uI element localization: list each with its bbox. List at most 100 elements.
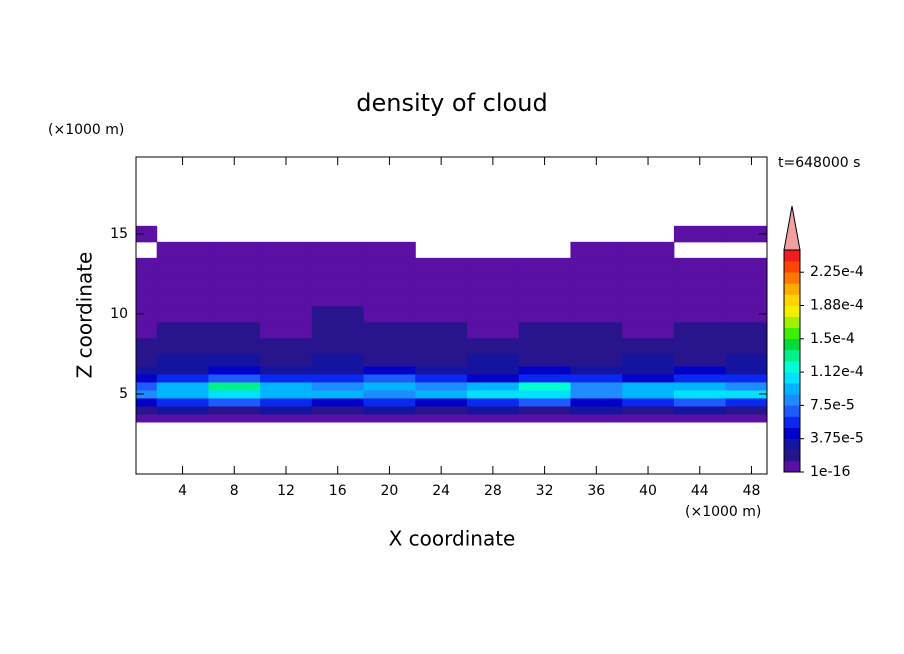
- contour-cell: [136, 405, 158, 415]
- contour-cell: [518, 365, 571, 375]
- contour-cell: [570, 321, 623, 339]
- contour-cell: [622, 381, 675, 391]
- contour-cell: [156, 397, 209, 407]
- contour-cell: [673, 273, 727, 291]
- contour-cell: [467, 389, 520, 399]
- contour-cell: [156, 241, 209, 259]
- contour-cell: [260, 365, 313, 375]
- contour-cell: [260, 337, 313, 355]
- x-tick-label: 40: [639, 483, 657, 499]
- contour-cell: [363, 273, 416, 291]
- contour-cell: [725, 353, 767, 367]
- colorbar-band: [784, 361, 800, 373]
- contour-cell: [622, 321, 675, 339]
- contour-cell: [260, 353, 313, 367]
- contour-cell: [208, 381, 261, 391]
- contour-cell: [208, 337, 261, 355]
- colorbar-band: [784, 416, 800, 428]
- x-unit: (×1000 m): [685, 504, 761, 520]
- contour-cell: [725, 225, 767, 243]
- contour-cell: [570, 413, 623, 423]
- contour-cell: [260, 241, 313, 259]
- contour-cell: [725, 273, 767, 291]
- colorbar-band: [784, 305, 800, 317]
- contour-cell: [208, 373, 261, 383]
- contour-cell: [570, 373, 623, 383]
- contour-cell: [570, 397, 623, 407]
- contour-cell: [136, 289, 158, 307]
- contour-cell: [311, 353, 365, 367]
- chart-title: density of cloud: [356, 89, 547, 117]
- contour-cell: [136, 373, 158, 383]
- contour-cell: [260, 413, 313, 423]
- contour-cell: [208, 413, 261, 423]
- x-tick-label: 16: [329, 483, 347, 499]
- contour-cell: [518, 257, 571, 275]
- contour-cell: [156, 405, 209, 415]
- contour-cell: [673, 305, 727, 323]
- contour-cell: [622, 373, 675, 383]
- contour-cell: [570, 389, 623, 399]
- contour-cell: [415, 353, 468, 367]
- contour-cell: [260, 305, 313, 323]
- colorbar-band: [784, 250, 800, 262]
- contour-cell: [156, 373, 209, 383]
- contour-cell: [415, 305, 468, 323]
- contour-cell: [156, 305, 209, 323]
- contour-cell: [518, 273, 571, 291]
- contour-cell: [311, 241, 365, 259]
- contour-cell: [156, 381, 209, 391]
- contour-cell: [518, 337, 571, 355]
- contour-cell: [363, 305, 416, 323]
- contour-cell: [467, 305, 520, 323]
- time-label: t=648000 s: [778, 155, 860, 171]
- contour-cell: [467, 405, 520, 415]
- contour-cell: [673, 289, 727, 307]
- contour-cell: [518, 353, 571, 367]
- y-tick-label: 15: [110, 226, 128, 242]
- contour-cell: [570, 365, 623, 375]
- contour-cell: [136, 257, 158, 275]
- colorbar-extend: [783, 205, 801, 251]
- contour-cell: [311, 413, 365, 423]
- contour-cell: [260, 257, 313, 275]
- contour-cell: [467, 365, 520, 375]
- colorbar-tick-label: 1.5e-4: [810, 331, 855, 347]
- colorbar-band: [784, 372, 800, 384]
- contour-cell: [518, 289, 571, 307]
- contour-cell: [622, 273, 675, 291]
- contour-cell: [467, 257, 520, 275]
- contour-cell: [260, 289, 313, 307]
- colorbar-tick-label: 1.88e-4: [810, 298, 864, 314]
- x-tick-label: 48: [743, 483, 761, 499]
- contour-cell: [673, 405, 727, 415]
- contour-cell: [415, 397, 468, 407]
- contour-cell: [518, 405, 571, 415]
- contour-cell: [363, 321, 416, 339]
- contour-cell: [208, 321, 261, 339]
- colorbar-tick-label: 7.5e-5: [810, 397, 855, 413]
- contour-cell: [156, 389, 209, 399]
- contour-cell: [467, 337, 520, 355]
- contour-cell: [415, 405, 468, 415]
- contour-cell: [260, 321, 313, 339]
- contour-cell: [363, 413, 416, 423]
- contour-cell: [208, 405, 261, 415]
- colorbar-tick-label: 3.75e-5: [810, 431, 864, 447]
- contour-cell: [518, 381, 571, 391]
- contour-cell: [570, 337, 623, 355]
- contour-cell: [363, 389, 416, 399]
- y-tick-label: 5: [119, 386, 128, 402]
- contour-cell: [156, 365, 209, 375]
- y-axis-title: Z coordinate: [73, 252, 97, 379]
- contour-cell: [311, 397, 365, 407]
- contour-cell: [415, 289, 468, 307]
- x-tick-label: 12: [277, 483, 295, 499]
- contour-cell: [622, 413, 675, 423]
- x-tick-label: 20: [381, 483, 399, 499]
- contour-cell: [260, 381, 313, 391]
- contour-cell: [467, 397, 520, 407]
- contour-cell: [136, 337, 158, 355]
- contour-cell: [518, 397, 571, 407]
